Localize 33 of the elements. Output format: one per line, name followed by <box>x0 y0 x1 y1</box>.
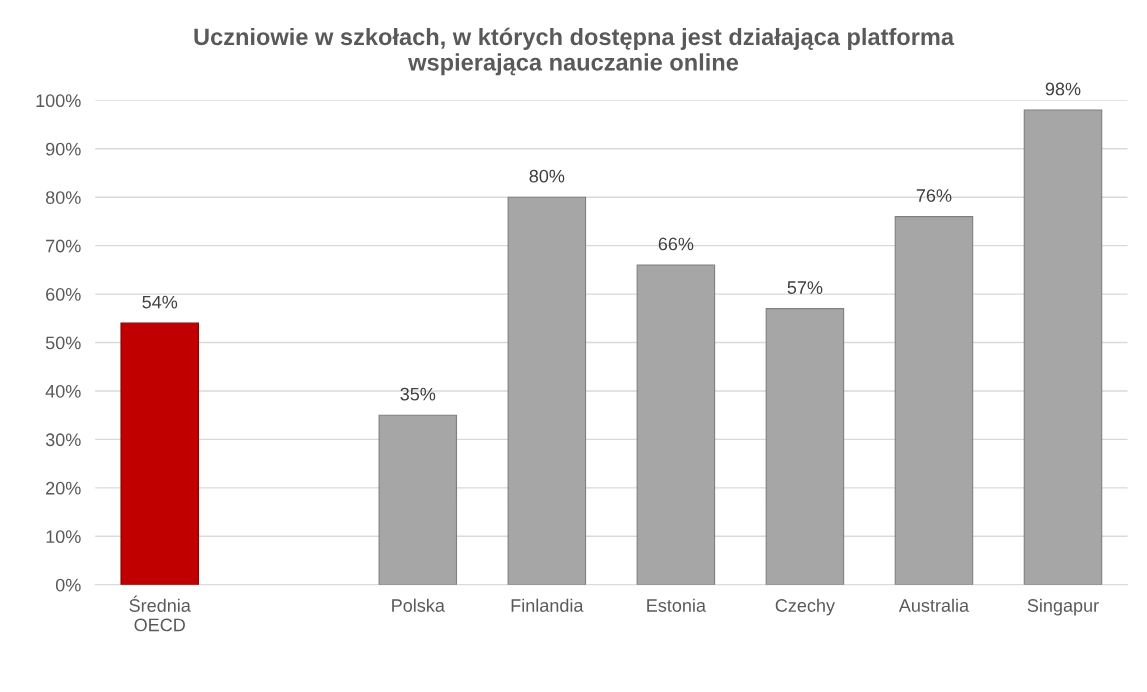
x-tick-label: Czechy <box>775 598 835 616</box>
data-label: 54% <box>142 295 178 309</box>
y-tick-label: 70% <box>46 239 81 253</box>
x-tick-label: Estonia <box>647 598 706 612</box>
y-tick-label: 10% <box>46 530 81 544</box>
x-tick-label: Singapur <box>1027 598 1099 616</box>
data-label: 80% <box>529 169 565 183</box>
y-tick-label: 50% <box>45 336 81 350</box>
x-tick-label: Australia <box>898 598 970 612</box>
data-label: 57% <box>787 281 823 294</box>
y-tick-label: 100% <box>36 94 81 108</box>
bar <box>507 196 587 585</box>
data-label: 66% <box>658 237 694 251</box>
y-tick-label: 90% <box>46 142 81 156</box>
bar <box>894 216 974 585</box>
x-tick-label: Finlandia <box>511 598 584 612</box>
x-tick-label: Średnia OECD <box>129 595 191 632</box>
y-tick-label: 60% <box>46 288 81 301</box>
x-tick-label: Polska <box>392 598 445 612</box>
bar <box>1023 109 1103 585</box>
data-label: 98% <box>1045 82 1081 96</box>
bar <box>765 308 845 585</box>
y-tick-label: 40% <box>45 384 81 398</box>
y-tick-label: 0% <box>55 578 81 592</box>
chart-title: Uczniowie w szkołach, w których dostępna jest działająca platforma wspierająca nauczanie online <box>194 27 955 76</box>
y-tick-label: 30% <box>45 433 81 447</box>
data-label: 35% <box>400 387 436 401</box>
bar <box>636 264 716 585</box>
bar <box>120 322 199 585</box>
data-label: 76% <box>916 189 952 202</box>
bar <box>378 414 458 585</box>
y-tick-label: 80% <box>45 191 81 204</box>
y-tick-label: 20% <box>46 481 81 495</box>
